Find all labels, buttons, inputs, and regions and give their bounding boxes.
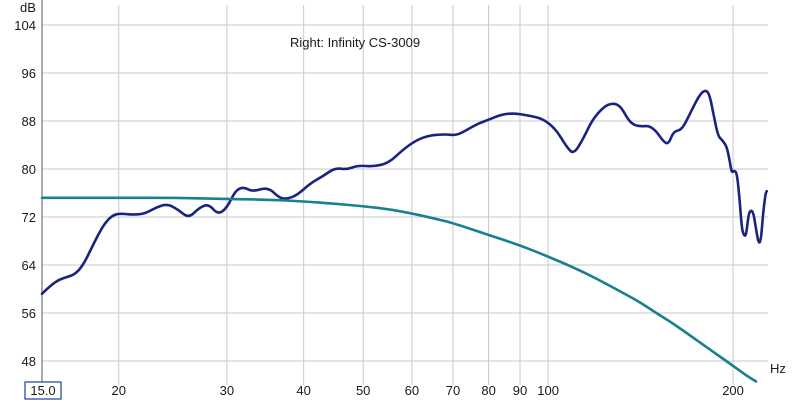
y-tick-labels: 104 96 88 80 72 64 56 48	[14, 18, 36, 369]
y-tick-label: 80	[22, 162, 36, 177]
x-tick-label: 200	[722, 383, 744, 398]
chart-title: Right: Infinity CS-3009	[290, 35, 420, 50]
x-tick-label: 70	[446, 383, 460, 398]
y-axis-unit: dB	[20, 0, 36, 15]
x-tick-label: 30	[220, 383, 234, 398]
x-tick-labels: 15.0 20 30 40 50 60 70 80 90 100 200	[24, 381, 744, 400]
series-group	[40, 89, 769, 383]
series-line-2	[40, 196, 758, 383]
x-tick-label: 40	[296, 383, 310, 398]
y-tick-label: 104	[14, 18, 36, 33]
y-tick-label: 64	[22, 258, 36, 273]
x-tick-label: 60	[405, 383, 419, 398]
y-tick-label: 48	[22, 354, 36, 369]
x-tick-label: 100	[537, 383, 559, 398]
x-tick-label: 20	[112, 383, 126, 398]
y-tick-label: 96	[22, 66, 36, 81]
x-tick-label: 50	[356, 383, 370, 398]
y-tick-label: 72	[22, 210, 36, 225]
series-line-1	[40, 89, 769, 296]
grid	[41, 0, 768, 385]
x-tick-label: 90	[513, 383, 527, 398]
y-tick-label: 56	[22, 306, 36, 321]
y-tick-label: 88	[22, 114, 36, 129]
x-axis-unit: Hz	[770, 361, 786, 376]
x-tick-label: 15.0	[30, 383, 55, 398]
x-start-box[interactable]	[24, 381, 62, 400]
x-tick-label: 80	[481, 383, 495, 398]
